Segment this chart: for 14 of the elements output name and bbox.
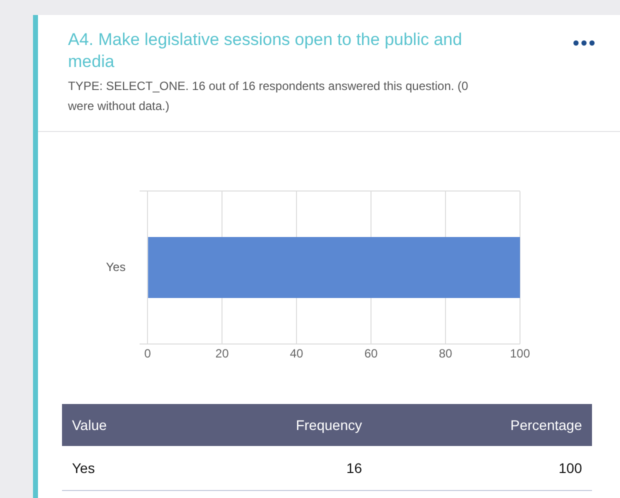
text: 16 <box>345 458 363 478</box>
category-label: Yes <box>72 460 95 476</box>
x-tick-label: 0 <box>144 346 152 360</box>
text: Percentage <box>509 416 583 435</box>
x-tick-label: 100 <box>510 346 530 360</box>
text: Frequency <box>294 416 363 435</box>
x-tick-label: 40 <box>290 346 304 360</box>
chart-title: A4. Make legislative sessions open to the public and media <box>68 29 464 73</box>
x-tick-label: 80 <box>438 346 453 360</box>
text: Value <box>71 416 108 435</box>
x-tick-label: 20 <box>215 346 230 360</box>
text: 100 <box>558 458 583 478</box>
chart-subtitle: TYPE: SELECT_ONE. 16 out of 16 respondents answered this question. (0 were without data.) <box>68 78 470 115</box>
x-tick-label: 60 <box>364 346 378 360</box>
